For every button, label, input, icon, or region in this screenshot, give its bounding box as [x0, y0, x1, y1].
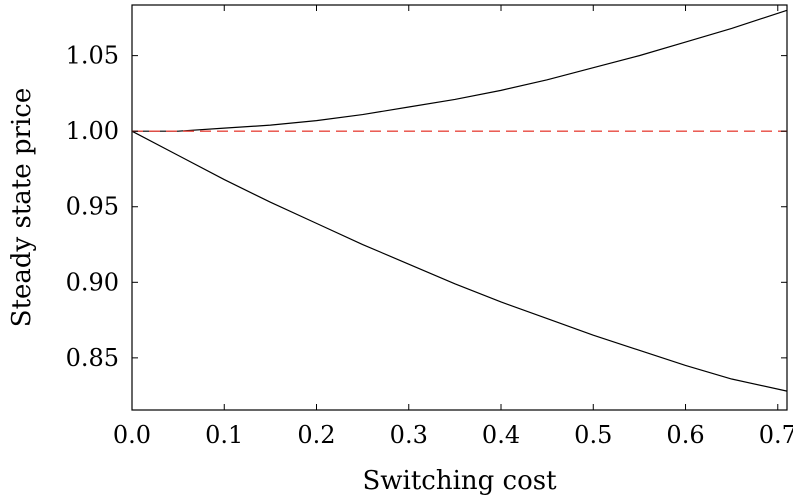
x-tick-label: 0.4 — [482, 421, 520, 449]
y-tick-label: 1.05 — [66, 42, 119, 70]
y-tick-label: 0.90 — [66, 268, 119, 296]
series-layer — [131, 9, 788, 392]
y-axis-label: Steady state price — [7, 88, 37, 327]
y-tick-label: 1.00 — [66, 117, 119, 145]
x-tick-label: 0.6 — [666, 421, 704, 449]
ticks-layer: 0.0 0.1 0.2 0.3 0.4 0.5 0.6 0.7 0.85 0.90 0.95 1.00… — [66, 5, 793, 449]
series-line-1 — [132, 9, 788, 132]
y-tick-label: 0.85 — [66, 344, 119, 372]
x-tick-label: 0.3 — [390, 421, 428, 449]
y-tick-label: 0.95 — [66, 193, 119, 221]
x-tick-label: 0.1 — [205, 421, 243, 449]
x-axis-label: Switching cost — [362, 466, 557, 496]
plot-frame — [131, 4, 788, 411]
x-tick-label: 0.2 — [297, 421, 335, 449]
series-line-2 — [131, 130, 788, 392]
x-tick-label: 0.0 — [113, 421, 151, 449]
x-tick-label: 0.7 — [759, 421, 793, 449]
x-tick-label: 0.5 — [574, 421, 612, 449]
